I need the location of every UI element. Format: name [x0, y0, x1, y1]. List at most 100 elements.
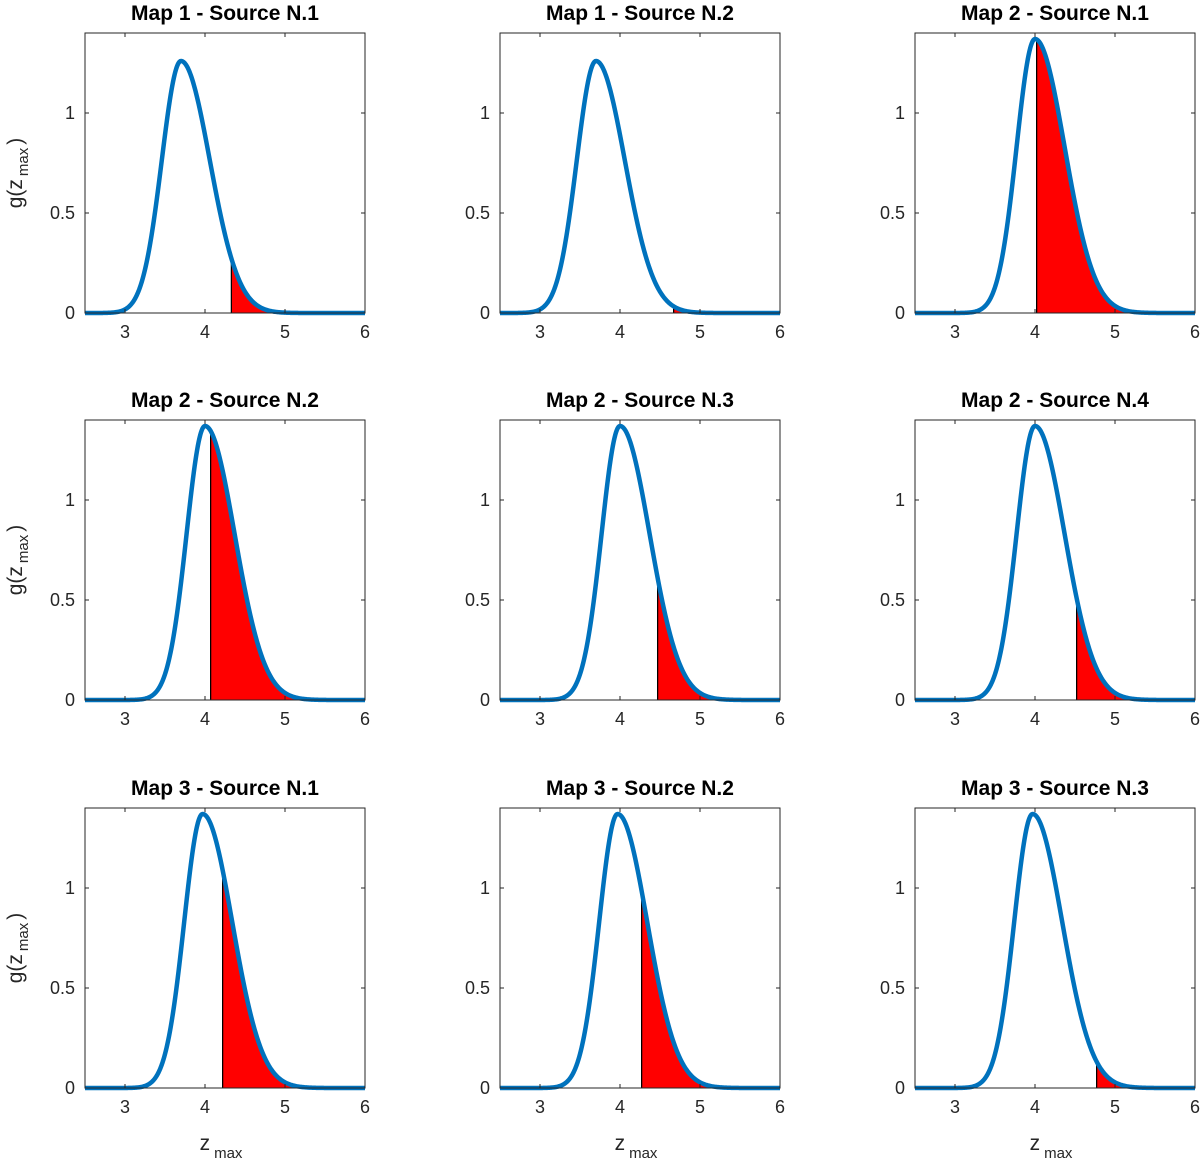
density-curve: [498, 58, 782, 316]
y-axis-label: g(zmax): [4, 525, 32, 596]
y-axis-label: g(zmax): [4, 913, 32, 984]
y-tick-label: 0.5: [880, 978, 905, 998]
subplot: 3 4 5 6 0 0.5 1 Map 1 - Source N.1 g(zmax): [4, 2, 370, 342]
density-curve: [913, 423, 1197, 703]
x-tick-label: 4: [615, 322, 625, 342]
x-tick-label: 6: [1190, 322, 1200, 342]
x-tick-label: 6: [360, 322, 370, 342]
axes-box: [84, 419, 366, 701]
y-tick-label: 0: [895, 303, 905, 323]
x-tick-label: 3: [535, 709, 545, 729]
subplot: 3 4 5 6 0 0.5 1 Map 2 - Source N.2 g(zmax): [4, 389, 370, 729]
y-tick-label: 0.5: [880, 590, 905, 610]
panel-title: Map 2 - Source N.2: [131, 389, 319, 412]
x-tick-label: 3: [535, 1097, 545, 1117]
panel-title: Map 3 - Source N.1: [131, 777, 319, 800]
axes-box: [914, 419, 1196, 701]
panel-title: Map 2 - Source N.4: [961, 389, 1149, 412]
x-tick-label: 5: [695, 322, 705, 342]
x-tick-label: 4: [1030, 322, 1040, 342]
y-tick-label: 0: [895, 690, 905, 710]
x-tick-label: 6: [775, 322, 785, 342]
x-tick-label: 3: [120, 1097, 130, 1117]
panel-title: Map 1 - Source N.1: [131, 2, 319, 25]
x-tick-label: 4: [200, 322, 210, 342]
y-tick-label: 1: [65, 878, 75, 898]
y-tick-label: 0.5: [50, 590, 75, 610]
shaded-tail-area: [210, 430, 365, 701]
axes-box: [84, 32, 366, 314]
y-tick-label: 0: [480, 303, 490, 323]
density-curve: [498, 423, 782, 703]
x-axis-label: z max: [200, 1132, 243, 1162]
x-tick-label: 5: [1110, 1097, 1120, 1117]
x-tick-label: 5: [280, 1097, 290, 1117]
y-axis-label: g(zmax): [4, 138, 32, 209]
x-tick-label: 6: [1190, 1097, 1200, 1117]
axes-box: [499, 419, 781, 701]
shaded-tail-area: [230, 258, 365, 314]
shaded-tail-area: [641, 890, 780, 1089]
axes-box: [914, 32, 1196, 314]
x-tick-label: 5: [280, 322, 290, 342]
x-tick-label: 3: [535, 322, 545, 342]
axes-box: [84, 807, 366, 1089]
y-tick-label: 0: [65, 303, 75, 323]
y-tick-label: 0.5: [465, 978, 490, 998]
y-tick-label: 0: [65, 1078, 75, 1098]
x-tick-label: 3: [950, 322, 960, 342]
x-tick-label: 4: [1030, 709, 1040, 729]
y-tick-label: 0.5: [50, 978, 75, 998]
shaded-tail-area: [657, 577, 780, 701]
y-tick-label: 1: [65, 103, 75, 123]
y-tick-label: 0: [480, 690, 490, 710]
subplot: 3 4 5 6 0 0.5 1 Map 2 - Source N.3: [465, 389, 785, 729]
axes-box: [499, 807, 781, 1089]
density-curve: [83, 58, 367, 316]
panel-title: Map 2 - Source N.3: [546, 389, 734, 412]
panel-title: Map 2 - Source N.1: [961, 2, 1149, 25]
x-axis-label: z max: [1030, 1132, 1073, 1162]
x-tick-label: 6: [1190, 709, 1200, 729]
x-tick-label: 4: [200, 709, 210, 729]
y-tick-label: 1: [895, 490, 905, 510]
subplot: 3 4 5 6 0 0.5 1 Map 3 - Source N.3 z max: [880, 777, 1200, 1162]
x-tick-label: 6: [775, 709, 785, 729]
axes-box: [914, 807, 1196, 1089]
x-tick-label: 4: [615, 1097, 625, 1117]
shaded-tail-area: [1036, 38, 1195, 314]
x-tick-label: 5: [695, 1097, 705, 1117]
y-tick-label: 0.5: [880, 203, 905, 223]
x-tick-label: 5: [695, 709, 705, 729]
y-tick-label: 0.5: [50, 203, 75, 223]
x-tick-label: 3: [120, 322, 130, 342]
subplot: 3 4 5 6 0 0.5 1 Map 3 - Source N.2 z max: [465, 777, 785, 1162]
subplot: 3 4 5 6 0 0.5 1 Map 1 - Source N.2: [465, 2, 785, 342]
y-tick-label: 1: [480, 878, 490, 898]
y-tick-label: 1: [65, 490, 75, 510]
x-tick-label: 5: [1110, 709, 1120, 729]
panel-title: Map 3 - Source N.3: [961, 777, 1149, 800]
y-tick-label: 0.5: [465, 590, 490, 610]
y-tick-label: 1: [895, 103, 905, 123]
x-tick-label: 3: [950, 709, 960, 729]
y-tick-label: 1: [480, 103, 490, 123]
x-tick-label: 6: [360, 1097, 370, 1117]
shaded-tail-area: [1096, 1061, 1195, 1089]
panel-title: Map 3 - Source N.2: [546, 777, 734, 800]
y-tick-label: 1: [480, 490, 490, 510]
x-tick-label: 6: [775, 1097, 785, 1117]
x-tick-label: 4: [200, 1097, 210, 1117]
x-tick-label: 6: [360, 709, 370, 729]
x-tick-label: 4: [1030, 1097, 1040, 1117]
density-curve: [913, 811, 1197, 1091]
density-curve: [498, 811, 782, 1091]
y-tick-label: 0: [480, 1078, 490, 1098]
subplot: 3 4 5 6 0 0.5 1 Map 2 - Source N.1: [880, 2, 1200, 342]
x-tick-label: 3: [950, 1097, 960, 1117]
y-tick-label: 0: [895, 1078, 905, 1098]
x-tick-label: 5: [1110, 322, 1120, 342]
subplot: 3 4 5 6 0 0.5 1 Map 3 - Source N.1 g(zmax) z max: [4, 777, 370, 1162]
shaded-tail-area: [1076, 597, 1195, 701]
y-tick-label: 0: [65, 690, 75, 710]
